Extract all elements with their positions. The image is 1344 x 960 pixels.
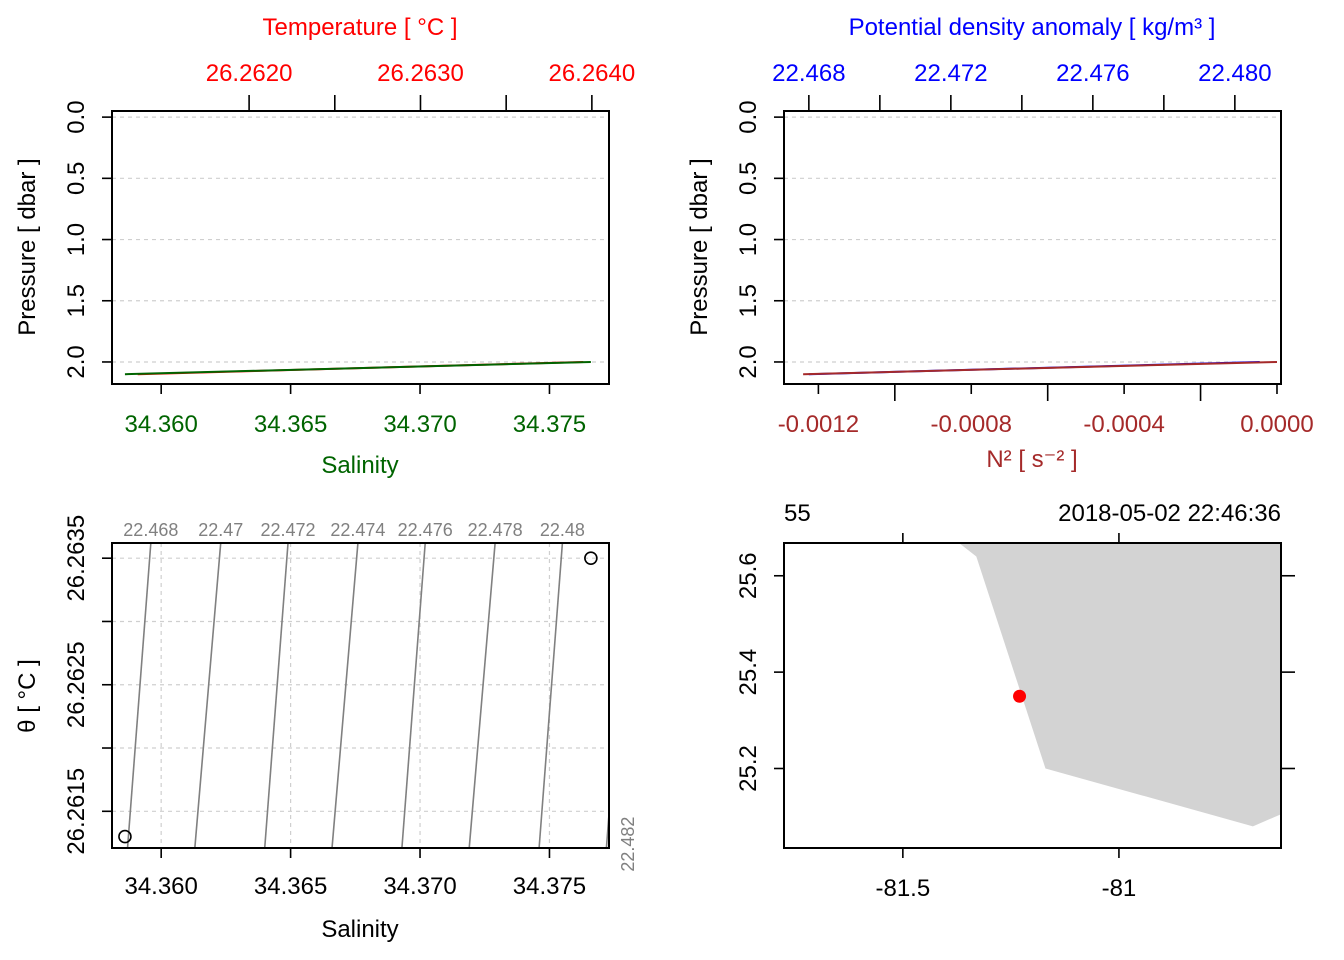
n2-density-panel: 0.0 0.5 1.0 1.5 2.0 -0.0012 -0.0008 -0.0004 0.00… [686,14,1314,473]
isopycnal-label: 22.468 [123,520,178,540]
isopycnal-line [401,542,427,849]
map-frame [783,542,1282,849]
ts-point [118,829,132,844]
y-tick-label: 25.6 [735,552,762,599]
bottom-tick-label: 34.370 [383,411,456,438]
y-axis-title: Pressure [ dbar ] [686,158,713,335]
y-tick-label: 1.0 [735,223,762,256]
y-tick-label: 26.2615 [63,768,90,855]
bottom-axis-title: N² [ s⁻² ] [986,446,1077,473]
isopycnal-line [538,542,564,849]
pressure-gridlines [784,116,1281,363]
top-tick-label: 22.476 [1056,60,1129,87]
x-tick-label: 34.375 [513,873,586,900]
axis-ticks: 34.360 34.365 34.370 34.375 26.2615 26.2625 26… [63,515,586,900]
x-tick-label: 34.360 [124,873,197,900]
top-tick-label: 22.472 [914,60,987,87]
pressure-gridlines [112,116,609,363]
top-axis-title: Temperature [ °C ] [263,14,458,41]
bottom-tick-label: -0.0008 [931,411,1012,438]
plot-frame [111,542,610,849]
bottom-tick-label: -0.0012 [778,411,859,438]
ts-gridlines [112,543,609,848]
bottom-tick-label: -0.0004 [1083,411,1164,438]
x-axis-title: Salinity [321,916,398,943]
top-tick-label: 22.468 [772,60,845,87]
top-tick-label: 26.2630 [377,60,464,87]
profile-lines [803,360,1278,376]
land-polygon [959,543,1281,827]
x-tick-label: -81.5 [875,875,930,902]
y-tick-label: 0.5 [735,162,762,195]
profile-line [124,360,591,376]
y-axis-title: Pressure [ dbar ] [14,158,41,335]
axis-ticks: 0.0 0.5 1.0 1.5 2.0 34.360 34.365 34.370 34.375 2… [63,60,635,438]
y-tick-label: 1.5 [63,284,90,317]
plot-frame [111,110,610,385]
ts-point [584,551,598,565]
station-map-panel: -81.5 -81 25.2 25.4 25.6 55 2018-05-02 22:46… [735,500,1295,902]
isopycnal-label: 22.48 [540,520,585,540]
salinity-temperature-panel: 0.0 0.5 1.0 1.5 2.0 34.360 34.365 34.370 34.375 2… [14,14,635,479]
isopycnal-label: 22.482 [618,817,638,872]
profile-lines [124,360,591,376]
isopycnal-line [194,542,222,849]
axis-ticks: -81.5 -81 25.2 25.4 25.6 [735,533,1295,902]
bottom-tick-label: 0.0000 [1240,411,1313,438]
isopycnal-label: 22.476 [398,520,453,540]
bottom-tick-label: 34.375 [513,411,586,438]
isopycnal-label: 22.47 [198,520,243,540]
station-time: 2018-05-02 22:46:36 [1058,500,1281,527]
y-tick-label: 25.4 [735,649,762,696]
x-tick-label: 34.370 [383,873,456,900]
y-tick-label: 2.0 [63,345,90,378]
x-tick-label: -81 [1102,875,1137,902]
isopycnal-lines: 22.468 22.47 22.472 22.474 22.476 22.478 22.48… [123,520,638,872]
x-tick-label: 34.365 [254,873,327,900]
y-tick-label: 0.0 [735,100,762,133]
ts-points [118,551,598,844]
bottom-tick-label: 34.360 [124,411,197,438]
isopycnal-label: 22.472 [260,520,315,540]
axis-ticks: 0.0 0.5 1.0 1.5 2.0 -0.0012 -0.0008 -0.0004 0.00… [735,60,1314,438]
top-tick-label: 22.480 [1198,60,1271,87]
station-marker [1013,689,1027,703]
isopycnal-line [126,542,152,849]
y-tick-label: 26.2625 [63,641,90,728]
coastline [959,543,1281,827]
top-tick-label: 26.2640 [548,60,635,87]
isopycnal-line [468,542,496,849]
bottom-axis-title: Salinity [321,452,398,479]
y-tick-label: 25.2 [735,745,762,792]
y-tick-label: 1.5 [735,284,762,317]
y-tick-label: 0.0 [63,100,90,133]
y-tick-label: 2.0 [735,345,762,378]
station-point [1013,689,1027,703]
plot-frame [783,110,1282,385]
isopycnal-line [331,542,359,849]
y-axis-title: θ [ °C ] [14,659,41,733]
top-axis-title: Potential density anomaly [ kg/m³ ] [849,14,1216,41]
bottom-tick-label: 34.365 [254,411,327,438]
isopycnal-label: 22.478 [468,520,523,540]
ts-diagram-panel: 22.468 22.47 22.472 22.474 22.476 22.478 22.48… [14,515,638,943]
y-tick-label: 26.2635 [63,515,90,602]
top-tick-label: 26.2620 [206,60,293,87]
profile-line [803,360,1278,376]
isopycnal-line [263,542,289,849]
station-number: 55 [784,500,811,527]
isopycnal-label: 22.474 [330,520,385,540]
y-tick-label: 1.0 [63,223,90,256]
y-tick-label: 0.5 [63,162,90,195]
